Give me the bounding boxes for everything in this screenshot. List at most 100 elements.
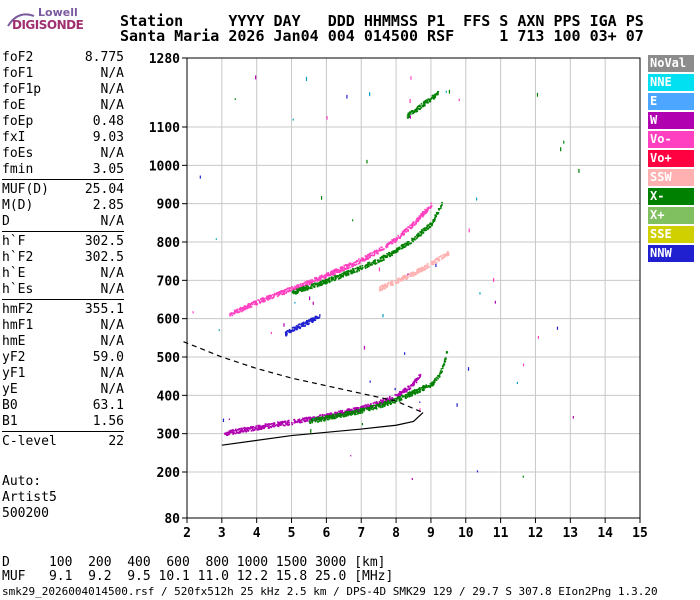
y-tick-label: 1000 [149,159,180,174]
param-row: h`F 302.5 [2,234,124,250]
echo-point [299,287,301,290]
echo-point [416,268,419,271]
echo-point [388,395,391,398]
echo-point [447,254,449,256]
echo-point [338,274,341,277]
echo-point [238,428,241,430]
echo-point [386,401,388,404]
echo-point [395,249,398,251]
echo-point [358,267,360,270]
echo-point [415,220,417,223]
echo-point [325,276,327,279]
echo-point [315,283,318,286]
echo-point [417,219,420,221]
echo-point [321,418,324,420]
echo-point [350,269,352,272]
echo-point [323,274,326,277]
echo-point [422,228,425,230]
echo-point [296,292,299,295]
trace-x-trace-f2-2nd-hop- [291,201,443,295]
echo-point [296,288,298,291]
echo-point [315,419,318,422]
plot-frame [186,57,641,519]
echo-point [243,305,246,307]
echo-point [420,232,422,235]
echo-point [427,224,430,226]
y-tick-label: 1100 [149,121,180,136]
echo-point [432,219,434,221]
echo-point [303,417,305,420]
echo-point [305,419,308,422]
echo-point [347,265,349,268]
param-label: MUF(D) [2,182,49,197]
trace-ssw-echoes [378,251,450,292]
echo-point [261,426,263,428]
echo-point [362,406,365,408]
echo-point [424,213,426,215]
echo-point [297,285,299,287]
echo-point [383,287,385,290]
echo-point [283,289,286,291]
echo-point [294,288,296,290]
echo-point [288,331,291,334]
echo-point [357,262,360,265]
echo-point [239,429,242,432]
echo-point [384,255,386,258]
echo-point [268,423,271,425]
echo-point [323,281,325,283]
echo-point [300,284,302,287]
echo-point [395,240,397,243]
echo-point [321,417,324,419]
x-tick-label: 6 [322,526,330,541]
echo-point [248,303,250,305]
echo-point [317,417,319,420]
echo-point [426,266,429,268]
echo-point [259,302,262,304]
header-line-2: Santa Maria 2026 Jan04 004 014500 RSF 1 … [120,27,644,45]
echo-point [324,414,326,417]
echo-point [345,265,348,268]
echo-point [250,427,252,429]
echo-point [418,104,421,107]
echo-point [266,423,269,426]
echo-point [381,285,384,288]
echo-point [342,269,344,272]
echo-point [326,418,329,421]
echo-point [381,249,383,251]
echo-point [285,334,287,336]
echo-point [352,270,354,273]
legend-nne: NNE [648,74,694,91]
echo-point [349,271,352,273]
echo-point [328,278,331,280]
echo-point [301,419,303,421]
echo-point [338,415,341,418]
noise-point [456,403,458,407]
param-row: B1 1.56 [2,414,124,430]
echo-point [396,248,399,250]
echo-point [405,245,407,247]
echo-point [309,422,311,424]
echo-point [337,414,339,416]
echo-point [390,280,392,283]
echo-point [340,270,343,272]
echo-point [444,254,447,256]
echo-point [306,323,308,326]
noise-point [448,89,451,94]
echo-point [441,204,443,206]
param-value: N/A [100,382,124,397]
echo-point [338,271,341,273]
echo-point [340,416,342,418]
echo-point [291,421,293,424]
echo-point [425,229,428,231]
echo-point [327,280,330,282]
echo-point [296,326,299,328]
echo-point [325,279,327,282]
echo-point [271,424,274,427]
echo-point [355,263,358,266]
param-label: fmin [2,162,34,177]
echo-point [341,272,344,275]
echo-point [306,282,308,285]
echo-point [277,424,279,427]
echo-point [245,306,247,309]
echo-point [299,327,301,330]
